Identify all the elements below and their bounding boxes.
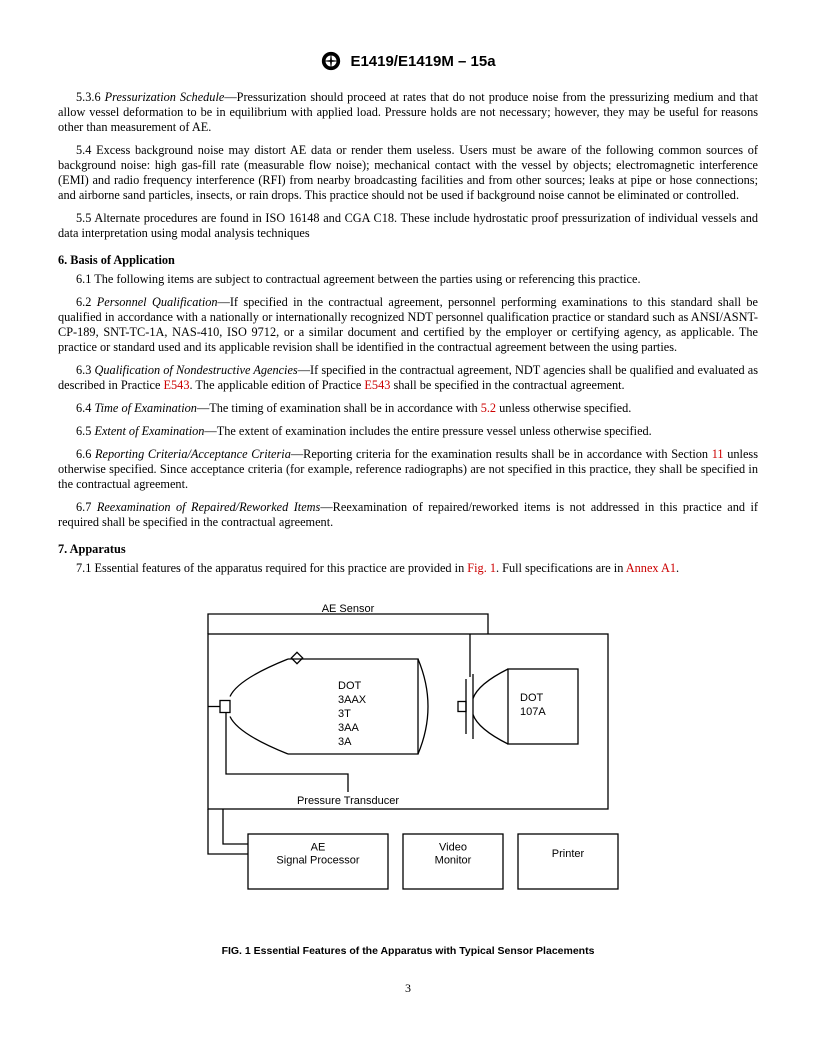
- para-6-2: 6.2 Personnel Qualification—If specified…: [58, 295, 758, 355]
- page: E1419/E1419M – 15a 5.3.6 Pressurization …: [0, 0, 816, 1026]
- link-e543-2[interactable]: E543: [364, 378, 390, 392]
- svg-text:Signal Processor: Signal Processor: [276, 855, 359, 867]
- svg-text:Pressure Transducer: Pressure Transducer: [297, 795, 399, 807]
- link-e543-1[interactable]: E543: [164, 378, 190, 392]
- link-annex-a1[interactable]: Annex A1: [626, 561, 676, 575]
- svg-text:DOT: DOT: [520, 692, 544, 704]
- para-5-4: 5.4 Excess background noise may distort …: [58, 143, 758, 203]
- svg-text:AE: AE: [311, 842, 326, 854]
- para-6-7: 6.7 Reexamination of Repaired/Reworked I…: [58, 500, 758, 530]
- figure-1-container: AE Sensor DOT 3AAX 3T 3AA 3A DOT 107A Pressure T…: [58, 604, 758, 957]
- document-title: E1419/E1419M – 15a: [350, 53, 495, 70]
- figure-1-diagram: AE Sensor DOT 3AAX 3T 3AA 3A DOT 107A Pressure T…: [168, 604, 648, 934]
- section-6-heading: 6. Basis of Application: [58, 253, 758, 268]
- figure-1-caption: FIG. 1 Essential Features of the Apparat…: [168, 945, 648, 957]
- svg-text:Printer: Printer: [552, 848, 585, 860]
- astm-logo-icon: [320, 50, 342, 72]
- para-6-1: 6.1 The following items are subject to c…: [58, 272, 758, 287]
- link-5-2[interactable]: 5.2: [481, 401, 496, 415]
- para-6-5: 6.5 Extent of Examination—The extent of …: [58, 424, 758, 439]
- para-6-4: 6.4 Time of Examination—The timing of ex…: [58, 401, 758, 416]
- para-5-3-6: 5.3.6 Pressurization Schedule—Pressuriza…: [58, 90, 758, 135]
- link-section-11[interactable]: 11: [712, 447, 724, 461]
- document-header: E1419/E1419M – 15a: [58, 50, 758, 72]
- link-fig-1[interactable]: Fig. 1: [467, 561, 496, 575]
- svg-text:3T: 3T: [338, 708, 351, 720]
- para-7-1: 7.1 Essential features of the apparatus …: [58, 561, 758, 576]
- para-6-3: 6.3 Qualification of Nondestructive Agen…: [58, 363, 758, 393]
- svg-text:3AAX: 3AAX: [338, 694, 367, 706]
- svg-text:Monitor: Monitor: [435, 855, 472, 867]
- page-number: 3: [58, 981, 758, 996]
- svg-text:DOT: DOT: [338, 680, 362, 692]
- para-5-5: 5.5 Alternate procedures are found in IS…: [58, 211, 758, 241]
- svg-text:107A: 107A: [520, 706, 546, 718]
- svg-text:Video: Video: [439, 842, 467, 854]
- svg-text:3AA: 3AA: [338, 722, 359, 734]
- para-6-6: 6.6 Reporting Criteria/Acceptance Criter…: [58, 447, 758, 492]
- svg-text:AE Sensor: AE Sensor: [322, 604, 375, 615]
- svg-text:3A: 3A: [338, 736, 352, 748]
- section-7-heading: 7. Apparatus: [58, 542, 758, 557]
